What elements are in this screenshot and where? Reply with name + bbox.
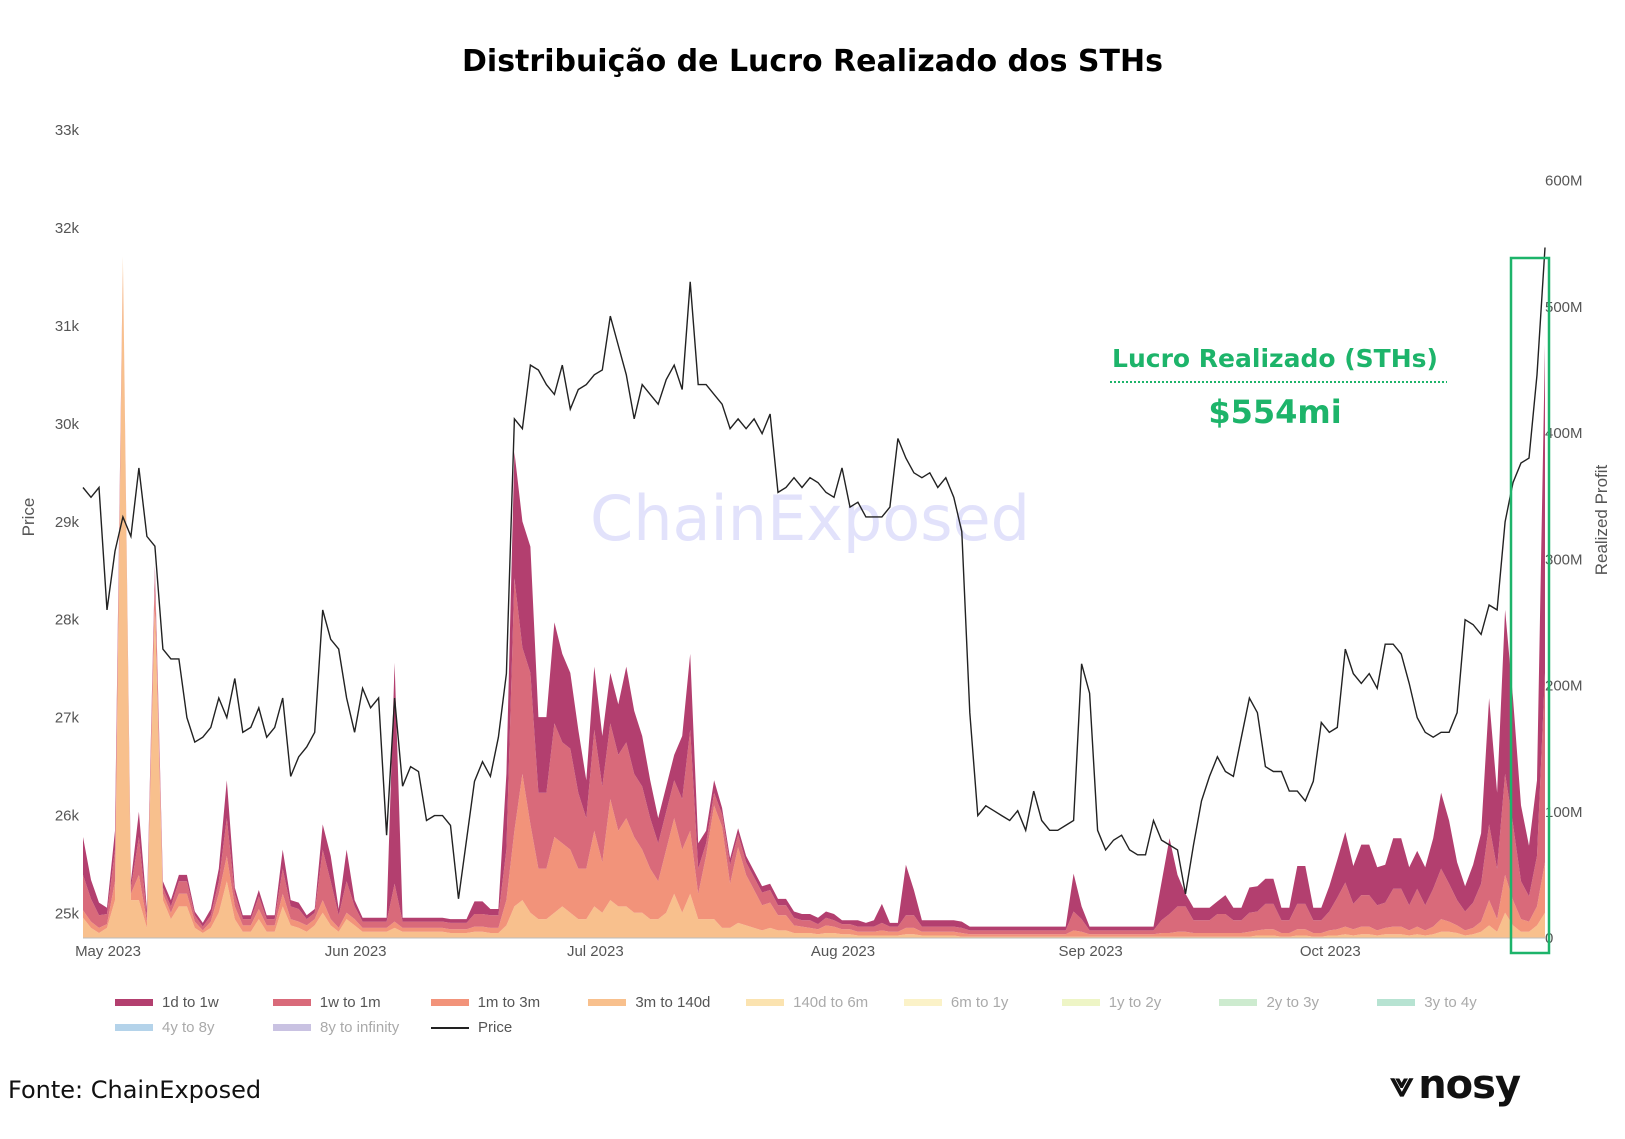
y-right-tick-label: 300M <box>1545 551 1583 568</box>
logo-mark-icon: ⩔ <box>1390 1065 1413 1105</box>
chart-title: Distribuição de Lucro Realizado dos STHs <box>462 44 1163 79</box>
area-series <box>83 256 1545 935</box>
legend-swatch <box>115 1024 153 1031</box>
legend-item[interactable]: 140d to 6m <box>746 994 904 1011</box>
y-left-tick-label: 29k <box>55 514 80 531</box>
y-right-tick-label: 400M <box>1545 425 1583 442</box>
y-right-tick-label: 100M <box>1545 804 1583 821</box>
legend-swatch <box>272 999 311 1006</box>
legend-item[interactable]: 4y to 8y <box>115 1019 273 1036</box>
area-layer <box>83 256 1545 938</box>
legend-label: Price <box>478 1019 513 1036</box>
x-tick-label: May 2023 <box>75 943 141 960</box>
source-credit: Fonte: ChainExposed <box>8 1076 262 1104</box>
legend-label: 140d to 6m <box>793 994 869 1011</box>
legend-label: 2y to 3y <box>1266 994 1319 1011</box>
legend-label: 6m to 1y <box>950 994 1009 1011</box>
legend-item[interactable]: 6m to 1y <box>903 994 1062 1011</box>
annotation: Lucro Realizado (STHs) $554mi <box>1110 344 1447 431</box>
legend-swatch <box>588 999 627 1006</box>
y-left-tick-label: 28k <box>55 612 80 629</box>
legend-label: 4y to 8y <box>162 1019 215 1036</box>
x-tick-label: Aug 2023 <box>811 943 875 960</box>
legend-item[interactable]: 3y to 4y <box>1377 994 1535 1011</box>
legend-label: 3y to 4y <box>1424 994 1477 1011</box>
y-left-tick-label: 32k <box>55 220 80 237</box>
legend-item[interactable]: 3m to 140d <box>588 994 746 1011</box>
y-right-tick-label: 200M <box>1545 678 1583 695</box>
y-right-tick-label: 600M <box>1545 173 1583 190</box>
legend-swatch <box>1061 999 1100 1006</box>
legend-swatch <box>746 999 785 1006</box>
logo-text: nosy <box>1418 1062 1521 1108</box>
axis-layer: 25k26k27k28k29k30k31k32k33k0100M200M300M… <box>19 122 1611 960</box>
legend-item[interactable]: 1d to 1w <box>115 994 273 1011</box>
legend-swatch <box>1219 999 1258 1006</box>
nosy-logo: ⩔ nosy <box>1390 1062 1521 1108</box>
legend-swatch <box>431 1026 469 1029</box>
legend-item[interactable]: 2y to 3y <box>1219 994 1377 1011</box>
legend-label: 1w to 1m <box>319 994 381 1011</box>
legend-item[interactable]: 1w to 1m <box>272 994 431 1011</box>
price-line <box>82 247 1546 899</box>
y-right-axis-title: Realized Profit <box>1592 464 1611 575</box>
legend-row: 4y to 8y 8y to infinity Price <box>115 1015 1535 1040</box>
y-left-tick-label: 25k <box>55 906 80 923</box>
y-left-tick-label: 30k <box>55 416 80 433</box>
annotation-value: $554mi <box>1208 393 1341 431</box>
legend: 1d to 1w 1w to 1m 1m to 3m 3m to 140d 140d t… <box>115 990 1535 1040</box>
legend-swatch <box>430 999 469 1006</box>
annotation-label: Lucro Realizado (STHs) <box>1112 344 1438 373</box>
x-tick-label: Oct 2023 <box>1300 943 1361 960</box>
legend-label: 1y to 2y <box>1108 994 1162 1011</box>
y-left-tick-label: 26k <box>55 808 80 825</box>
x-tick-label: Jun 2023 <box>325 943 387 960</box>
highlight-box <box>1509 256 1551 955</box>
legend-label: 3m to 140d <box>635 994 711 1011</box>
legend-swatch <box>903 999 942 1006</box>
y-left-tick-label: 31k <box>55 318 80 335</box>
y-left-axis-title: Price <box>19 498 38 537</box>
watermark: ChainExposed <box>590 482 1030 555</box>
legend-item[interactable]: 1m to 3m <box>430 994 589 1011</box>
legend-item[interactable]: Price <box>431 1019 589 1036</box>
legend-label: 1d to 1w <box>162 994 219 1011</box>
x-tick-label: Jul 2023 <box>567 943 624 960</box>
legend-label: 8y to infinity <box>320 1019 400 1036</box>
y-left-tick-label: 27k <box>55 710 80 727</box>
legend-row: 1d to 1w 1w to 1m 1m to 3m 3m to 140d 140d t… <box>115 990 1535 1015</box>
legend-swatch <box>115 999 153 1006</box>
legend-swatch <box>1377 999 1416 1006</box>
price-layer <box>82 247 1546 899</box>
legend-item[interactable]: 8y to infinity <box>273 1019 431 1036</box>
legend-item[interactable]: 1y to 2y <box>1061 994 1220 1011</box>
legend-swatch <box>273 1024 311 1031</box>
legend-label: 1m to 3m <box>477 994 541 1011</box>
x-tick-label: Sep 2023 <box>1059 943 1123 960</box>
y-left-tick-label: 33k <box>55 122 80 139</box>
area-series <box>83 256 1545 931</box>
y-right-tick-label: 500M <box>1545 299 1583 316</box>
